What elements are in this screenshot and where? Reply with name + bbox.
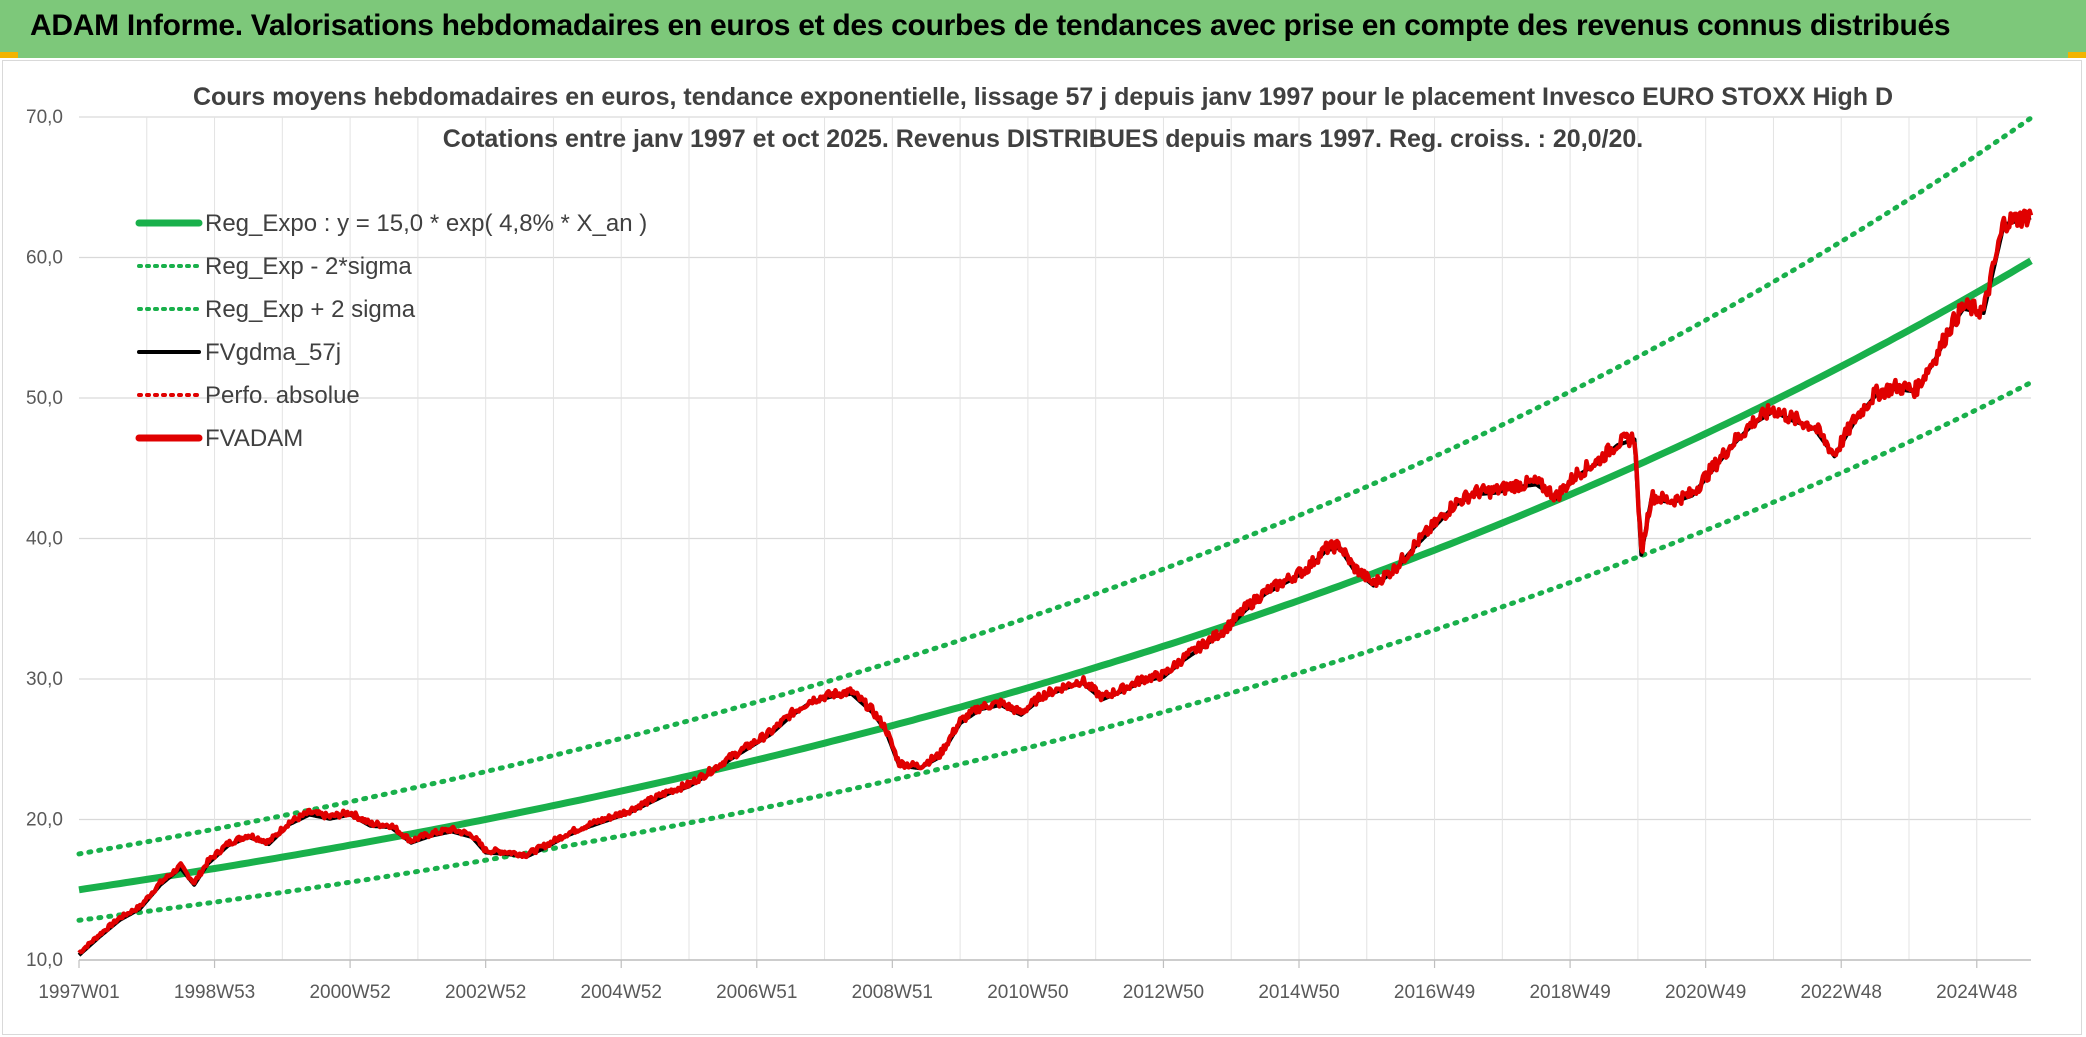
y-tick-label: 40,0	[26, 529, 63, 550]
header-title: ADAM Informe. Valorisations hebdomadaire…	[30, 9, 1951, 42]
header-accent-right	[2068, 52, 2086, 58]
chart-svg: Cours moyens hebdomadaires en euros, ten…	[26, 83, 2034, 1003]
x-tick-label: 1998W53	[174, 982, 255, 1003]
chart-title-line-1: Cours moyens hebdomadaires en euros, ten…	[193, 83, 1893, 111]
series-layer	[76, 115, 2034, 957]
grid-layer	[79, 116, 2031, 961]
y-tick-label: 50,0	[26, 388, 63, 409]
series-reg-upper	[76, 115, 2034, 857]
legend-label-4: Perfo. absolue	[205, 382, 360, 409]
series-reg-lower	[76, 380, 2034, 923]
y-tick-label: 30,0	[26, 669, 63, 690]
series-fvadam	[77, 208, 2034, 955]
legend-label-2: Reg_Exp + 2 sigma	[205, 296, 416, 323]
x-tick-label: 2002W52	[445, 982, 526, 1003]
x-tick-label: 1997W01	[38, 982, 119, 1003]
legend-label-5: FVADAM	[205, 425, 303, 452]
legend-label-3: FVgdma_57j	[205, 339, 341, 366]
x-tick-label: 2020W49	[1665, 982, 1746, 1003]
legend-layer: Reg_Expo : y = 15,0 * exp( 4,8% * X_an )…	[135, 210, 647, 452]
x-tick-label: 2000W52	[309, 982, 390, 1003]
x-tick-label: 2010W50	[987, 982, 1068, 1003]
y-tick-label: 20,0	[26, 810, 63, 831]
y-tick-label: 10,0	[26, 950, 63, 971]
x-tick-label: 2006W51	[716, 982, 797, 1003]
x-tick-label: 2024W48	[1936, 982, 2017, 1003]
chart-title-line-2: Cotations entre janv 1997 et oct 2025. R…	[443, 125, 1644, 153]
x-tick-label: 2016W49	[1394, 982, 1475, 1003]
x-tick-label: 2004W52	[581, 982, 662, 1003]
x-tick-label: 2022W48	[1801, 982, 1882, 1003]
y-tick-label: 70,0	[26, 107, 63, 128]
header-bar: ADAM Informe. Valorisations hebdomadaire…	[0, 0, 2086, 58]
legend-label-1: Reg_Exp - 2*sigma	[205, 253, 412, 280]
chart-frame: Cours moyens hebdomadaires en euros, ten…	[2, 60, 2082, 1035]
header-accent-left	[0, 52, 18, 58]
legend-label-0: Reg_Expo : y = 15,0 * exp( 4,8% * X_an )	[205, 210, 647, 237]
y-tick-label: 60,0	[26, 248, 63, 269]
x-tick-label: 2014W50	[1258, 982, 1339, 1003]
x-tick-label: 2018W49	[1529, 982, 1610, 1003]
x-tick-label: 2008W51	[852, 982, 933, 1003]
tick-layer: 10,0 20,0 30,0 40,0 50,0 60,0 70,0 1997W01 1998W…	[26, 107, 2017, 1003]
x-tick-label: 2012W50	[1123, 982, 1204, 1003]
